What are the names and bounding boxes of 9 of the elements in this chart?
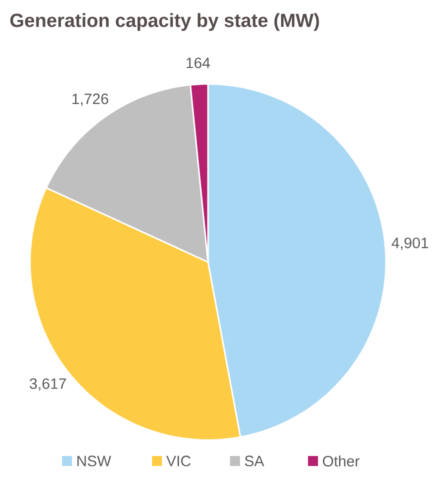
data-label: 4,901 bbox=[392, 238, 428, 250]
chart-title: Generation capacity by state (MW) bbox=[10, 13, 319, 31]
legend-label: SA bbox=[244, 456, 264, 466]
legend-label: NSW bbox=[77, 456, 112, 466]
legend-label: Other bbox=[322, 455, 360, 466]
data-label: 1,726 bbox=[72, 94, 108, 106]
data-label: 164 bbox=[186, 58, 210, 68]
data-label: 3,617 bbox=[30, 378, 66, 391]
legend-label: VIC bbox=[166, 456, 191, 466]
